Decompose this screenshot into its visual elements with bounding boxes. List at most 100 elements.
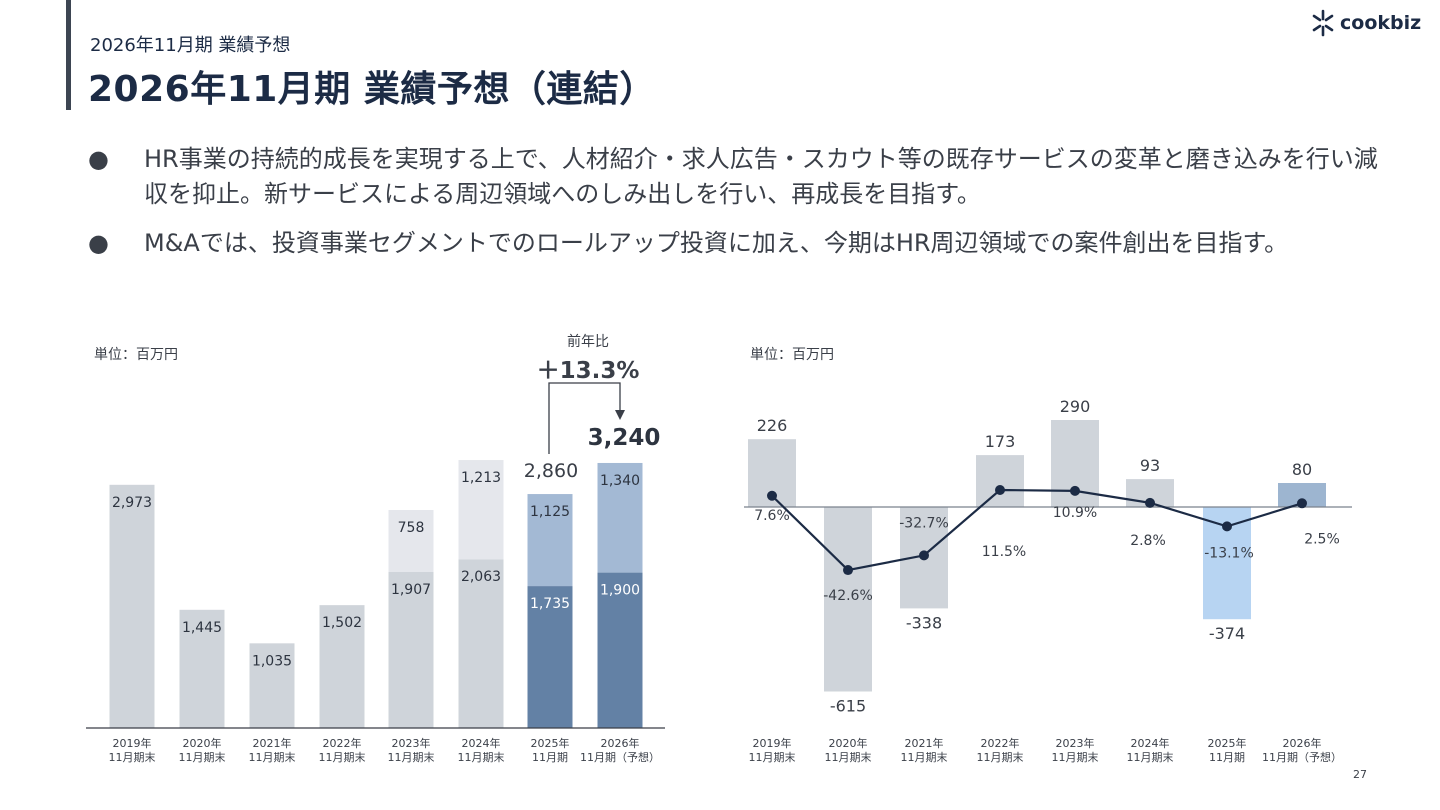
page-title: 2026年11月期 業績予想（連結） bbox=[88, 69, 656, 110]
yoy-arrowhead bbox=[615, 410, 625, 420]
bar-base-segment bbox=[388, 572, 434, 728]
margin-label: 2.5% bbox=[1304, 531, 1340, 547]
bar-base-segment bbox=[249, 643, 295, 728]
margin-label: 10.9% bbox=[1053, 505, 1097, 521]
x-tick-label: 2021年 bbox=[905, 736, 944, 750]
x-tick-label: 2022年 bbox=[323, 736, 362, 750]
margin-label: -13.1% bbox=[1204, 545, 1254, 561]
x-tick-label: 2023年 bbox=[1056, 736, 1095, 750]
margin-label: 11.5% bbox=[982, 544, 1026, 560]
profit-value-label: 226 bbox=[757, 416, 788, 435]
left-chart-unit: 単位：百万円 bbox=[94, 347, 178, 363]
yoy-value: ＋13.3% bbox=[536, 358, 640, 384]
profit-value-label: 173 bbox=[985, 432, 1016, 451]
x-tick-label: 2019年 bbox=[753, 736, 792, 750]
bar-value-label: 1,445 bbox=[182, 620, 222, 636]
bar-value-label: 2,063 bbox=[461, 569, 501, 585]
bar-base-segment bbox=[179, 609, 225, 728]
x-tick-label: 2024年 bbox=[462, 736, 501, 750]
profit-value-label: -338 bbox=[906, 613, 942, 632]
yoy-bracket bbox=[548, 382, 621, 454]
margin-label: -32.7% bbox=[899, 515, 949, 531]
x-tick-label: 11月期末 bbox=[825, 750, 872, 764]
x-tick-label: 2019年 bbox=[113, 736, 152, 750]
bar-base-segment bbox=[458, 559, 504, 728]
bar-base-segment bbox=[109, 484, 155, 728]
yoy-caption: 前年比 bbox=[567, 334, 609, 350]
x-tick-label: 2020年 bbox=[829, 736, 868, 750]
bar-value-label: 758 bbox=[398, 520, 425, 536]
bar-value-label: 2,973 bbox=[112, 495, 152, 511]
bar-value-label: 1,900 bbox=[600, 583, 640, 599]
profit-bar bbox=[824, 507, 872, 692]
margin-point bbox=[919, 550, 929, 561]
logo-text: cookbiz bbox=[1340, 12, 1422, 34]
total-label-2025: 2,860 bbox=[523, 460, 579, 482]
bullet-marker: ● bbox=[88, 229, 109, 257]
x-tick-label: 11月期末 bbox=[458, 750, 505, 764]
x-tick-label: 2021年 bbox=[253, 736, 292, 750]
x-tick-label: 11月期末 bbox=[388, 750, 435, 764]
profit-bar bbox=[976, 455, 1024, 507]
x-tick-label: 11月期（予想） bbox=[580, 750, 660, 764]
margin-point bbox=[843, 565, 853, 576]
x-tick-label: 2020年 bbox=[183, 736, 222, 750]
margin-label: 2.8% bbox=[1130, 533, 1166, 549]
bar-value-label: 1,213 bbox=[461, 470, 501, 486]
x-tick-label: 2022年 bbox=[981, 736, 1020, 750]
bar-value-label: 1,907 bbox=[391, 582, 431, 598]
x-tick-label: 11月期（予想） bbox=[1262, 750, 1342, 764]
bar-value-label: 1,735 bbox=[530, 596, 570, 612]
x-tick-label: 11月期末 bbox=[977, 750, 1024, 764]
x-tick-label: 2025年 bbox=[531, 736, 570, 750]
x-tick-label: 11月期末 bbox=[749, 750, 796, 764]
x-tick-label: 11月期末 bbox=[179, 750, 226, 764]
x-tick-label: 11月期末 bbox=[109, 750, 156, 764]
cookbiz-logo-icon bbox=[1312, 9, 1334, 37]
margin-label: -42.6% bbox=[823, 588, 873, 604]
header-accent-bar bbox=[66, 0, 71, 110]
profit-value-label: 290 bbox=[1060, 397, 1091, 416]
right-chart-unit: 単位：百万円 bbox=[750, 347, 834, 363]
bar-value-label: 1,502 bbox=[322, 615, 362, 631]
x-tick-label: 11月期末 bbox=[901, 750, 948, 764]
margin-label: 7.6% bbox=[754, 508, 790, 524]
margin-line bbox=[771, 488, 1303, 572]
company-logo: cookbiz bbox=[1310, 8, 1421, 38]
x-tick-label: 11月期末 bbox=[1127, 750, 1174, 764]
profit-value-label: 93 bbox=[1140, 456, 1160, 475]
profit-value-label: -615 bbox=[830, 697, 866, 716]
bullet-text: M&Aでは、投資事業セグメントでのロールアップ投資に加え、今期はHR周辺領域での… bbox=[144, 229, 1289, 257]
bar-value-label: 1,035 bbox=[252, 653, 292, 669]
header-kicker: 2026年11月期 業績予想 bbox=[90, 35, 291, 56]
bar-top-segment bbox=[597, 462, 643, 573]
x-tick-label: 2025年 bbox=[1208, 736, 1247, 750]
total-label-2026: 3,240 bbox=[587, 425, 661, 451]
x-tick-label: 2024年 bbox=[1131, 736, 1170, 750]
margin-point bbox=[995, 484, 1005, 495]
bullet-item: ● HR事業の持続的成長を実現する上で、人材紹介・求人広告・スカウト等の既存サー… bbox=[88, 142, 1398, 212]
margin-point bbox=[1070, 485, 1080, 496]
margin-point bbox=[767, 490, 777, 501]
bar-base-segment bbox=[527, 586, 573, 728]
x-tick-label: 11月期末 bbox=[249, 750, 296, 764]
bullet-marker: ● bbox=[88, 145, 109, 173]
x-tick-label: 11月期 bbox=[1209, 751, 1245, 764]
x-tick-label: 2026年 bbox=[601, 736, 640, 750]
x-tick-label: 11月期末 bbox=[319, 750, 366, 764]
x-tick-label: 2026年 bbox=[1283, 736, 1322, 750]
bar-top-segment bbox=[458, 460, 504, 560]
bar-base-segment bbox=[319, 605, 365, 728]
profit-value-label: 80 bbox=[1292, 460, 1312, 479]
bullet-list: ● HR事業の持続的成長を実現する上で、人材紹介・求人広告・スカウト等の既存サー… bbox=[88, 142, 1398, 275]
bar-value-label: 1,340 bbox=[600, 473, 640, 489]
bar-top-segment bbox=[388, 510, 434, 573]
x-tick-label: 11月期末 bbox=[1052, 750, 1099, 764]
bullet-text: HR事業の持続的成長を実現する上で、人材紹介・求人広告・スカウト等の既存サービス… bbox=[144, 145, 1378, 208]
margin-point bbox=[1222, 521, 1232, 532]
page-number: 27 bbox=[1353, 768, 1367, 781]
bar-value-label: 1,125 bbox=[530, 504, 570, 520]
x-tick-label: 2023年 bbox=[392, 736, 431, 750]
margin-point bbox=[1297, 498, 1307, 509]
